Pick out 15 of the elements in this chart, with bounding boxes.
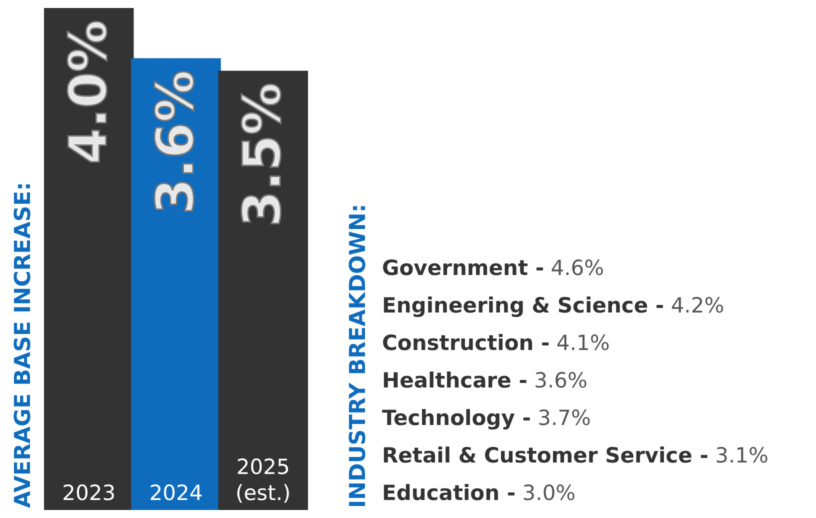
x-tick-label: 2024 (149, 481, 203, 505)
text: Engineering & Science - 4.2% (382, 294, 724, 318)
data-label: 3.5% (233, 82, 294, 227)
text: INDUSTRY BREAKDOWN: (346, 204, 371, 508)
text: Government - 4.6% (382, 256, 604, 280)
text: Education - 3.0% (382, 481, 576, 505)
text: Healthcare - 3.6% (382, 368, 588, 392)
x-tick-label: 2025 (est.) (236, 455, 291, 505)
data-label: 4.0% (58, 20, 119, 164)
data-label: 3.6% (146, 70, 206, 214)
text: Technology - 3.7% (382, 406, 591, 430)
y-axis-title: AVERAGE BASE INCREASE: (11, 182, 36, 508)
x-tick-label: 2023 (62, 481, 116, 505)
text: Construction - 4.1% (382, 331, 610, 355)
text: Retail & Customer Service - 3.1% (382, 444, 768, 468)
